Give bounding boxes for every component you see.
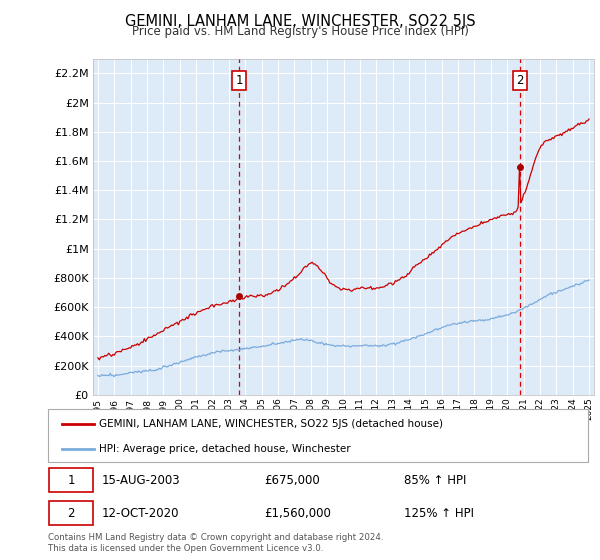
Text: 12-OCT-2020: 12-OCT-2020 <box>102 507 179 520</box>
Text: 1: 1 <box>235 74 243 87</box>
Text: GEMINI, LANHAM LANE, WINCHESTER, SO22 5JS (detached house): GEMINI, LANHAM LANE, WINCHESTER, SO22 5J… <box>100 419 443 429</box>
FancyBboxPatch shape <box>49 468 94 492</box>
Text: £675,000: £675,000 <box>264 474 320 487</box>
Text: GEMINI, LANHAM LANE, WINCHESTER, SO22 5JS: GEMINI, LANHAM LANE, WINCHESTER, SO22 5J… <box>125 14 475 29</box>
Text: 1: 1 <box>67 474 75 487</box>
Text: HPI: Average price, detached house, Winchester: HPI: Average price, detached house, Winc… <box>100 444 351 454</box>
Text: 85% ↑ HPI: 85% ↑ HPI <box>404 474 467 487</box>
Text: 15-AUG-2003: 15-AUG-2003 <box>102 474 181 487</box>
Text: Price paid vs. HM Land Registry's House Price Index (HPI): Price paid vs. HM Land Registry's House … <box>131 25 469 38</box>
Text: £1,560,000: £1,560,000 <box>264 507 331 520</box>
Text: Contains HM Land Registry data © Crown copyright and database right 2024.
This d: Contains HM Land Registry data © Crown c… <box>48 533 383 553</box>
Text: 125% ↑ HPI: 125% ↑ HPI <box>404 507 475 520</box>
Text: 2: 2 <box>517 74 524 87</box>
Text: 2: 2 <box>67 507 75 520</box>
FancyBboxPatch shape <box>49 501 94 525</box>
